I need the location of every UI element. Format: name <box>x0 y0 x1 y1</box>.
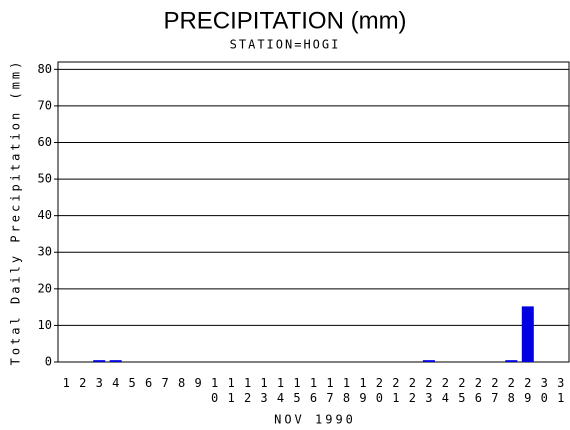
x-tick-label: 27 <box>488 376 502 406</box>
x-tick-label: 19 <box>356 376 370 406</box>
chart-subtitle: STATION=HOGI <box>230 38 341 52</box>
x-tick-label: 16 <box>307 376 321 406</box>
x-tick-label: 31 <box>554 376 568 406</box>
x-tick-label: 30 <box>537 376 551 406</box>
x-axis-label: NOV 1990 <box>274 413 356 427</box>
bar <box>109 360 122 362</box>
y-tick-label: 0 <box>45 355 52 369</box>
x-tick-label: 2 <box>76 376 90 391</box>
x-tick-label: 22 <box>405 376 419 406</box>
y-tick-label: 30 <box>38 245 52 259</box>
bar <box>93 360 106 362</box>
x-tick-label: 14 <box>274 376 288 406</box>
x-tick-label: 23 <box>422 376 436 406</box>
x-tick-label: 11 <box>224 376 238 406</box>
x-tick-label: 3 <box>92 376 106 391</box>
y-tick-label: 80 <box>38 62 52 76</box>
x-tick-label: 20 <box>372 376 386 406</box>
bar <box>521 306 534 362</box>
y-tick-label: 20 <box>38 281 52 295</box>
x-tick-label: 18 <box>339 376 353 406</box>
bar <box>505 360 518 362</box>
x-tick-label: 15 <box>290 376 304 406</box>
x-tick-label: 6 <box>142 376 156 391</box>
y-tick-label: 70 <box>38 98 52 112</box>
x-tick-label: 17 <box>323 376 337 406</box>
x-tick-label: 24 <box>438 376 452 406</box>
y-axis-label: Total Daily Precipitation (mm) <box>9 59 23 366</box>
y-tick-label: 10 <box>38 318 52 332</box>
x-tick-label: 8 <box>175 376 189 391</box>
x-tick-label: 12 <box>241 376 255 406</box>
x-tick-label: 29 <box>521 376 535 406</box>
x-tick-label: 26 <box>471 376 485 406</box>
x-tick-label: 21 <box>389 376 403 406</box>
chart-title: PRECIPITATION (mm) <box>163 7 406 34</box>
y-tick-label: 40 <box>38 208 52 222</box>
x-tick-label: 13 <box>257 376 271 406</box>
plot-frame <box>57 61 570 363</box>
y-tick-label: 50 <box>38 172 52 186</box>
x-tick-label: 5 <box>125 376 139 391</box>
y-tick-label: 60 <box>38 135 52 149</box>
bar <box>422 360 435 362</box>
x-tick-label: 7 <box>158 376 172 391</box>
x-tick-label: 25 <box>455 376 469 406</box>
x-tick-label: 28 <box>504 376 518 406</box>
x-tick-label: 4 <box>109 376 123 391</box>
x-tick-label: 1 <box>59 376 73 391</box>
x-tick-label: 9 <box>191 376 205 391</box>
x-tick-label: 10 <box>208 376 222 406</box>
